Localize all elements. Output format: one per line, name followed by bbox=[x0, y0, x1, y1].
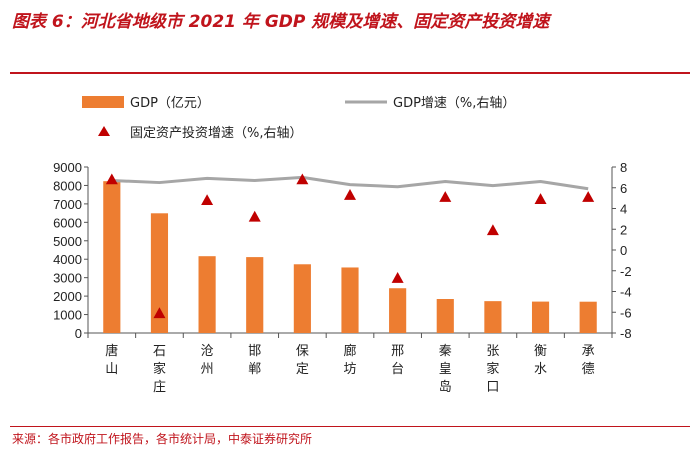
left-tick-label: 8000 bbox=[53, 178, 82, 193]
left-tick-label: 1000 bbox=[53, 308, 82, 323]
right-tick-label: -4 bbox=[620, 285, 632, 300]
left-tick-label: 4000 bbox=[53, 252, 82, 267]
investment-growth-marker bbox=[582, 191, 595, 202]
left-tick-label: 5000 bbox=[53, 234, 82, 249]
legend: GDP（亿元） GDP增速（%,右轴） 固定资产投资增速（%,右轴） bbox=[82, 96, 515, 141]
chart-title: 图表 6：河北省地级市 2021 年 GDP 规模及增速、固定资产投资增速 bbox=[12, 12, 550, 32]
right-tick-label: -8 bbox=[620, 326, 632, 341]
category-label: 沧州 bbox=[201, 343, 214, 377]
right-tick-label: 0 bbox=[620, 243, 627, 258]
gdp-bar bbox=[293, 264, 311, 333]
right-tick-label: 6 bbox=[620, 181, 627, 196]
legend-growth-label: GDP增速（%,右轴） bbox=[393, 96, 515, 111]
investment-marker-series bbox=[105, 173, 595, 319]
left-tick-label: 3000 bbox=[53, 271, 82, 286]
right-tick-label: 2 bbox=[620, 222, 627, 237]
category-label: 石家庄 bbox=[153, 344, 166, 395]
category-label: 承德 bbox=[582, 344, 595, 377]
source-divider bbox=[10, 426, 690, 427]
investment-growth-marker bbox=[248, 210, 261, 222]
legend-invest-label: 固定资产投资增速（%,右轴） bbox=[130, 125, 303, 141]
gdp-bar bbox=[579, 301, 597, 333]
category-label: 廊坊 bbox=[343, 343, 356, 377]
left-tick-label: 9000 bbox=[53, 160, 82, 175]
investment-growth-marker bbox=[439, 191, 452, 202]
gdp-bar bbox=[246, 257, 264, 333]
gdp-bar bbox=[389, 288, 407, 333]
gdp-bar bbox=[531, 301, 550, 333]
left-tick-label: 0 bbox=[75, 326, 82, 341]
investment-growth-marker bbox=[344, 189, 356, 200]
category-label: 秦皇岛 bbox=[439, 344, 452, 395]
category-label: 邯郸 bbox=[248, 344, 261, 377]
gdp-growth-line bbox=[111, 175, 589, 191]
growth-line-series bbox=[111, 175, 589, 191]
gdp-bar bbox=[436, 299, 454, 333]
title-divider bbox=[10, 72, 690, 74]
investment-growth-marker bbox=[153, 307, 166, 319]
right-tick-label: -6 bbox=[620, 305, 632, 320]
left-tick-label: 6000 bbox=[53, 215, 82, 230]
axes: 0 1000 2000 3000 4000 5000 6000 7000 8000 9000 -8 -… bbox=[53, 160, 631, 341]
category-label: 唐山 bbox=[105, 343, 118, 377]
left-tick-label: 7000 bbox=[53, 197, 82, 212]
investment-growth-marker bbox=[201, 194, 214, 205]
legend-gdp-swatch bbox=[82, 96, 124, 108]
category-labels: 唐山 石家庄 沧州 邯郸 保定 廊坊 邢台 秦皇岛 张家口 衡水 承德 bbox=[105, 343, 594, 395]
gdp-bar bbox=[103, 181, 121, 333]
category-label: 张家口 bbox=[486, 344, 499, 395]
left-tick-label: 2000 bbox=[53, 289, 82, 304]
legend-gdp-label: GDP（亿元） bbox=[130, 96, 210, 111]
gdp-bar bbox=[484, 301, 502, 333]
investment-growth-marker bbox=[534, 193, 547, 204]
investment-growth-marker bbox=[296, 173, 309, 185]
right-tick-label: 8 bbox=[620, 160, 627, 175]
investment-growth-marker bbox=[391, 272, 404, 283]
category-label: 衡水 bbox=[534, 344, 547, 377]
gdp-bar bbox=[341, 267, 359, 333]
gdp-bar bbox=[150, 213, 169, 333]
category-label: 邢台 bbox=[391, 344, 404, 377]
investment-growth-marker bbox=[486, 224, 499, 236]
investment-growth-marker bbox=[105, 173, 118, 185]
right-tick-label: 4 bbox=[620, 202, 627, 217]
category-label: 保定 bbox=[296, 344, 309, 377]
legend-invest-marker bbox=[98, 126, 110, 136]
gdp-bar bbox=[198, 256, 216, 333]
bar-series bbox=[103, 181, 597, 333]
source-note: 来源：各市政府工作报告，各市统计局，中泰证券研究所 bbox=[12, 432, 313, 446]
right-tick-label: -2 bbox=[620, 264, 632, 279]
